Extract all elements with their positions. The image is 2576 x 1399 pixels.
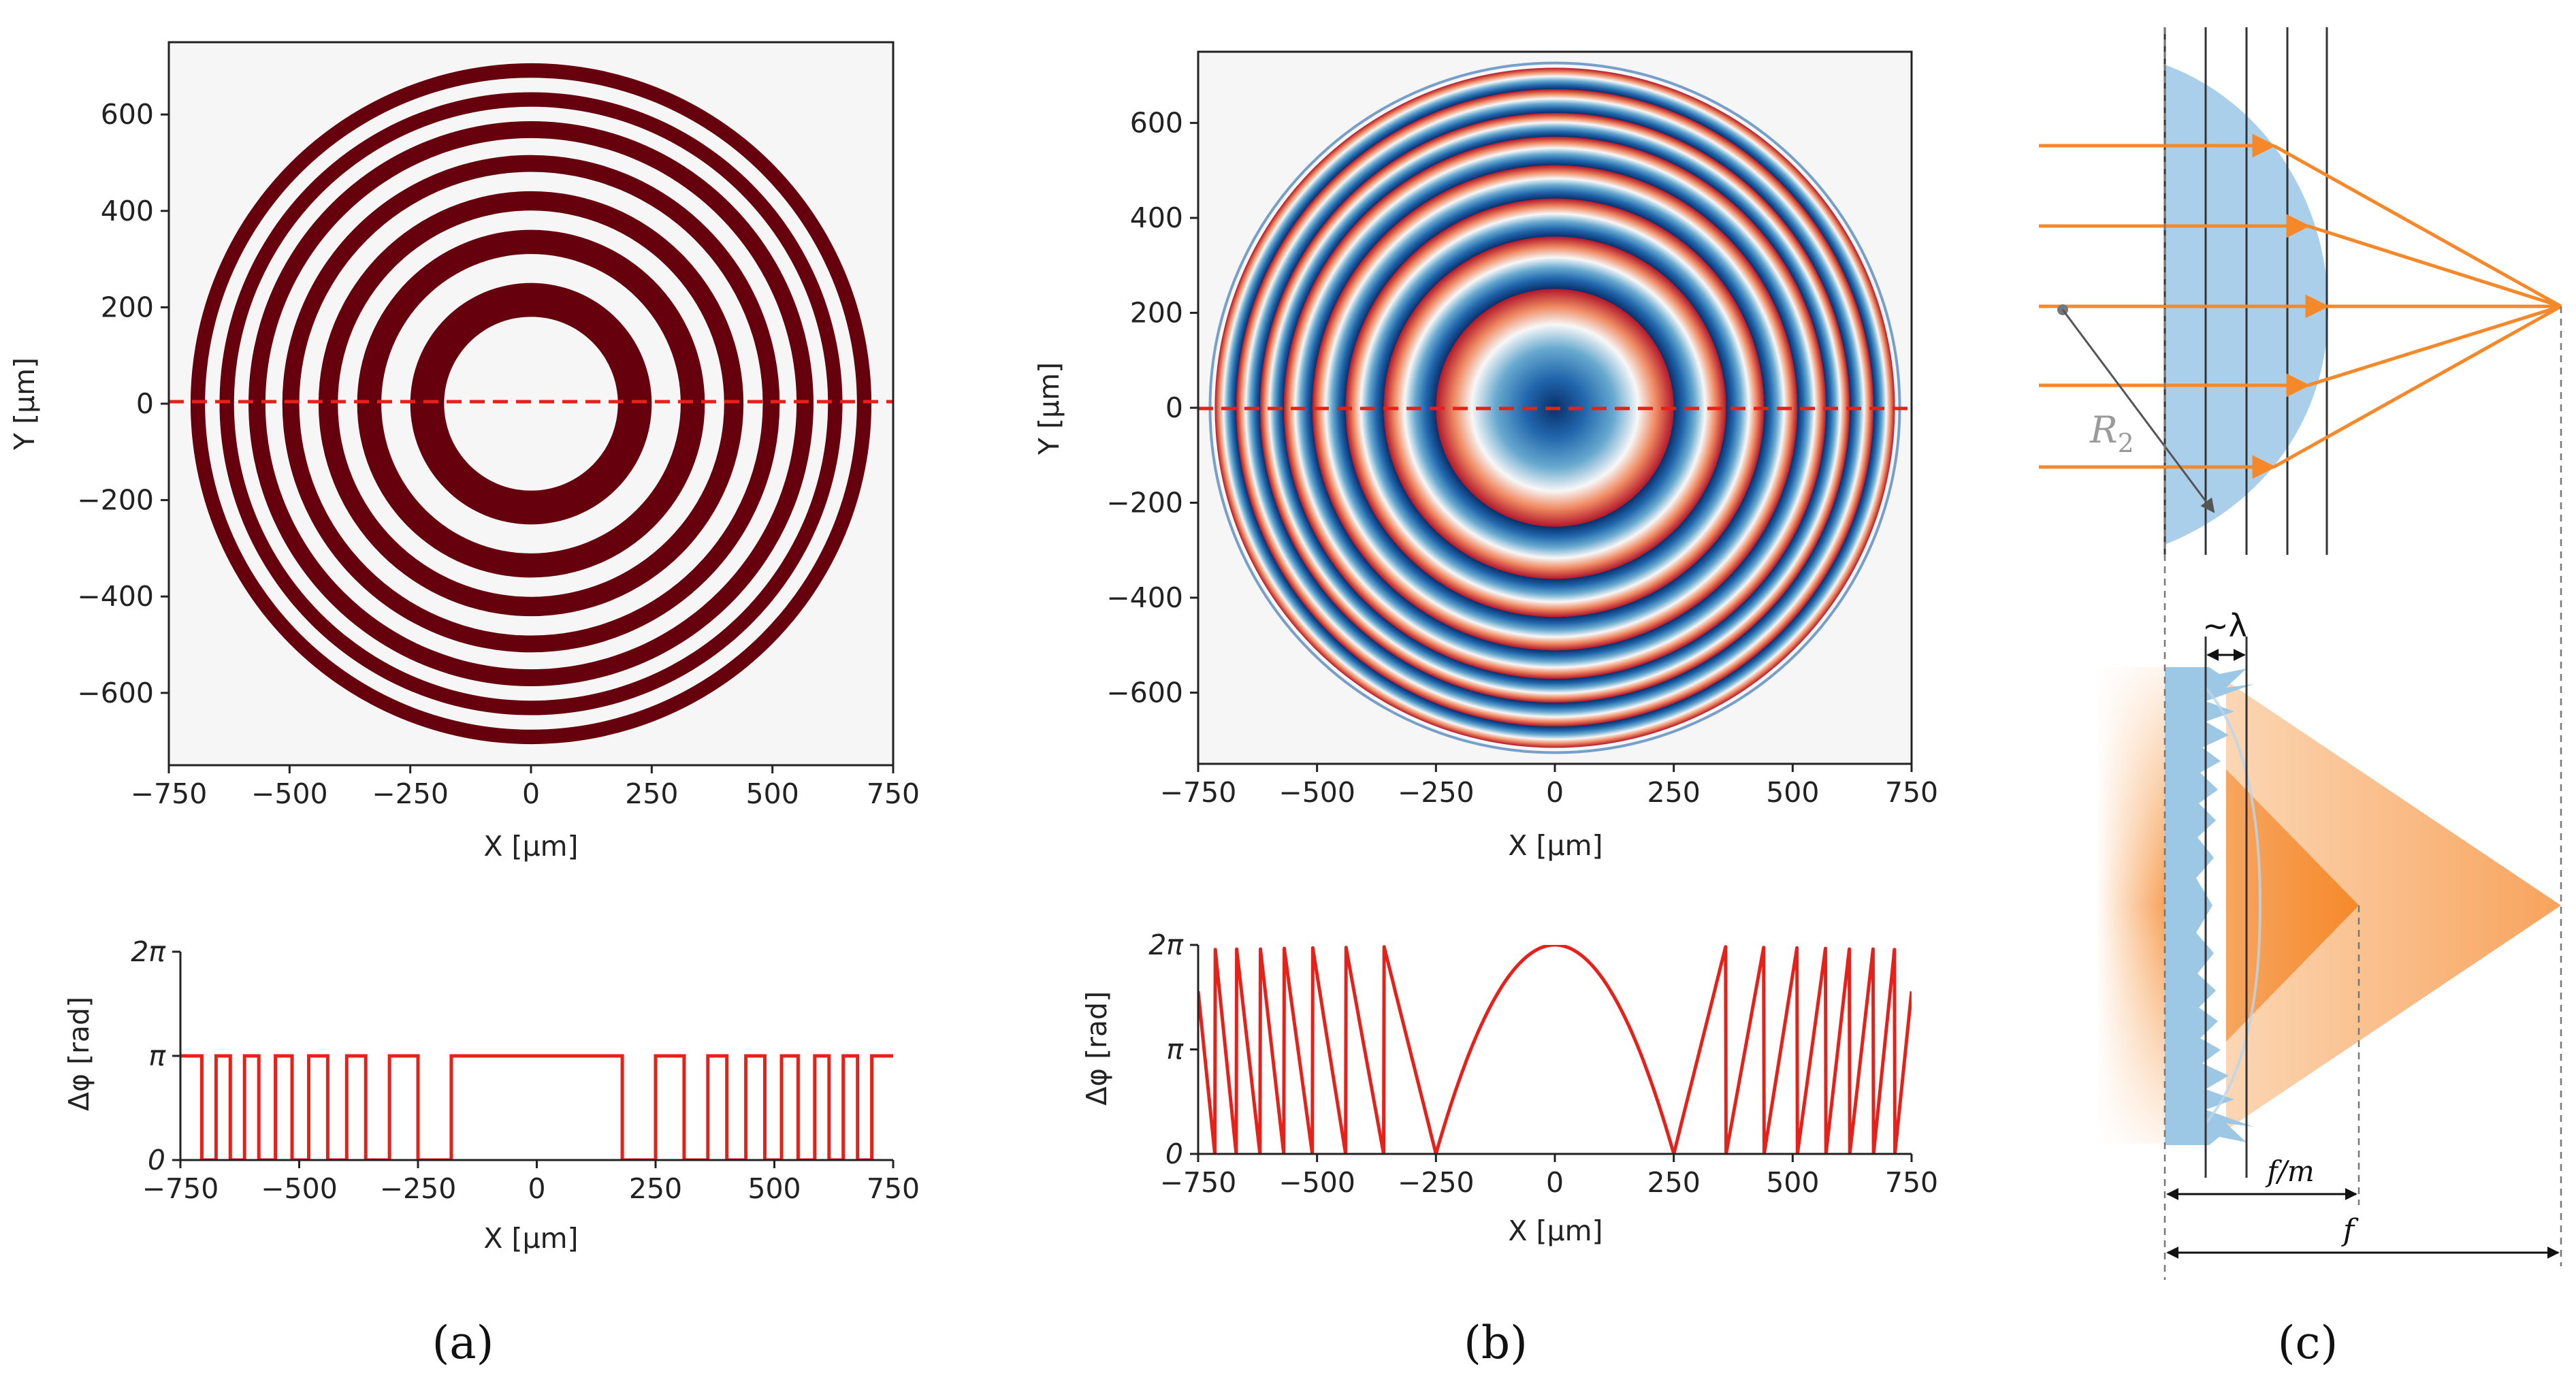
incident-beam-fade-vertical [2095,667,2170,1144]
panel-b-phase-map: −750 −500 −250 0 250 500 750 −600 −400 −200 0 200 40… [1033,50,1938,862]
x-tick-label: 250 [1647,776,1701,809]
x-tick-label: −500 [1278,1166,1355,1199]
focal-cone-higher-order [2226,769,2359,1042]
diffractive-sawtooth-profile [2165,667,2253,1145]
y-tick-label: 2π [131,935,166,968]
x-tick-label: 0 [528,1172,545,1205]
y-tick-label: 400 [101,195,154,227]
y-tick-label: 200 [101,291,154,323]
focal-m-label: f/m [2265,1155,2315,1188]
y-tick-label: −600 [77,677,154,709]
radius-subscript: 2 [2118,428,2134,458]
panel-b-phase-profile: −750 −500 −250 0 250 500 750 0 π 2π X [μm] Δφ [ra… [1080,929,1938,1247]
y-tick-label: 400 [1130,202,1183,234]
x-tick-label: −750 [1160,776,1237,809]
x-tick-label: 0 [1546,1166,1564,1199]
equivalent-lens-outline [2204,686,2262,1125]
x-tick-label: −250 [1398,1166,1475,1199]
panel-a-profile-ylabel: Δφ [rad] [63,997,95,1111]
x-tick-label: 750 [867,777,920,810]
y-tick-label: −600 [1106,676,1183,709]
y-tick-label: 200 [1130,297,1183,329]
panel-c-lens-diagram: R2 ~λ f/m f [2039,27,2562,1280]
refracted-rays [2272,144,2562,469]
y-tick-label: 0 [136,387,154,420]
panel-a-map-ylabel: Y [μm] [8,357,41,451]
incoming-rays [2039,133,2330,479]
panel-b-map-xlabel: X [μm] [1508,829,1603,862]
y-tick-label: 600 [1130,107,1183,140]
x-tick-label: −500 [261,1172,338,1205]
y-tick-label: π [1166,1033,1184,1066]
panel-c-label: (c) [2278,1317,2338,1369]
x-tick-label: 500 [1766,1166,1819,1199]
y-tick-label: −200 [1106,486,1183,519]
x-tick-label: 750 [1885,1166,1938,1199]
y-tick-label: 0 [148,1144,165,1176]
panel-b-map-ylabel: Y [μm] [1033,362,1065,455]
x-tick-label: −750 [142,1172,219,1205]
x-tick-label: 250 [629,1172,682,1205]
panel-a-profile-line [180,1054,893,1160]
x-tick-label: 750 [867,1172,920,1205]
y-tick-label: π [148,1040,166,1072]
x-tick-label: 0 [1546,776,1564,809]
x-tick-label: −500 [251,777,328,810]
x-tick-label: −500 [1278,776,1355,809]
focal-label: f [2341,1213,2359,1248]
y-tick-label: −400 [1106,581,1183,614]
panel-a-phase-profile: −750 −500 −250 0 250 500 750 0 π 2π X [μm] Δφ [ra… [63,935,920,1255]
radius-symbol: R [2089,408,2118,451]
x-tick-label: −750 [1160,1166,1237,1199]
x-tick-label: 750 [1885,776,1938,809]
refracted-ray [2272,304,2562,469]
x-tick-label: −250 [380,1172,457,1205]
x-tick-label: 500 [747,1172,801,1205]
x-tick-label: 250 [625,777,678,810]
panel-a-map-xlabel: X [μm] [483,830,578,863]
panel-a-label: (a) [432,1317,494,1369]
x-tick-label: 500 [746,777,799,810]
y-tick-label: 2π [1148,929,1184,961]
light-ring [444,317,618,491]
x-tick-label: 500 [1766,776,1819,809]
refracted-ray [2307,224,2562,308]
refracted-ray [2307,304,2562,387]
refracted-ray [2272,144,2562,308]
panel-a-profile-xlabel: X [μm] [483,1222,578,1255]
x-tick-label: 250 [1647,1166,1701,1199]
y-tick-label: 0 [1165,1138,1183,1170]
panel-b-profile-line [1198,945,1912,1154]
radius-label: R2 [2089,408,2134,458]
panel-b-profile-ylabel: Δφ [rad] [1080,991,1113,1106]
x-tick-label: −250 [1398,776,1475,809]
panel-a-phase-map: −750 −500 −250 0 250 500 750 −600 −400 −200 0 200 40… [8,41,920,863]
y-tick-label: −400 [77,580,154,613]
x-tick-label: −750 [131,777,208,810]
radius-arrow [2061,309,2215,513]
wavelength-label: ~λ [2202,607,2247,644]
y-tick-label: 0 [1165,391,1183,424]
panel-b-label: (b) [1464,1317,1528,1369]
x-tick-label: 0 [522,777,540,810]
y-tick-label: −200 [77,484,154,517]
y-tick-label: 600 [101,98,154,131]
focal-cone-first-order [2226,681,2561,1130]
x-tick-label: −250 [372,777,449,810]
panel-b-profile-xlabel: X [μm] [1508,1215,1603,1247]
